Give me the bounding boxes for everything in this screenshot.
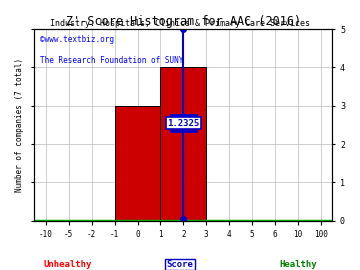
Y-axis label: Number of companies (7 total): Number of companies (7 total)	[15, 58, 24, 192]
Text: Industry: Hospitals, Clinics & Primary Care Services: Industry: Hospitals, Clinics & Primary C…	[50, 19, 310, 28]
Text: 1.2325: 1.2325	[167, 119, 199, 127]
Text: ©www.textbiz.org: ©www.textbiz.org	[40, 35, 114, 44]
Text: The Research Foundation of SUNY: The Research Foundation of SUNY	[40, 56, 184, 65]
Text: Unhealthy: Unhealthy	[43, 260, 91, 269]
Title: Z'-Score Histogram for AAC (2016): Z'-Score Histogram for AAC (2016)	[66, 15, 301, 28]
Bar	[161, 68, 206, 221]
Text: Healthy: Healthy	[279, 260, 317, 269]
Bar	[114, 106, 161, 221]
Text: Score: Score	[167, 260, 193, 269]
